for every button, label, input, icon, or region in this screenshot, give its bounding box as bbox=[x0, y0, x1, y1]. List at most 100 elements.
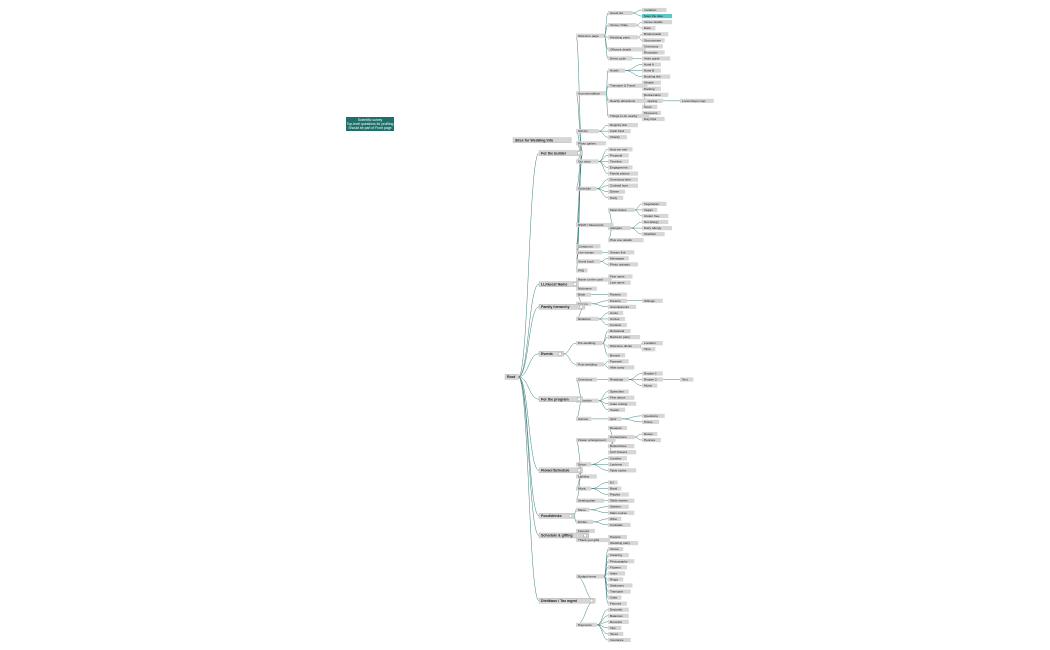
node-label: Band bbox=[610, 487, 618, 491]
connector bbox=[638, 33, 643, 38]
node-box bbox=[538, 513, 575, 519]
node-label: Reader 1 bbox=[644, 371, 657, 375]
node: Live stream bbox=[576, 250, 603, 255]
nodes: Invitation Save the date Guest list Venue d… bbox=[504, 7, 714, 643]
node-box bbox=[576, 292, 592, 297]
node-label: Cousins bbox=[610, 323, 622, 327]
node: Post-wedding bbox=[576, 362, 605, 367]
node-label: Cake bbox=[610, 596, 618, 600]
node-box bbox=[608, 540, 639, 546]
note-line: Should be part of Front page bbox=[348, 126, 391, 130]
node: Meal choice bbox=[608, 207, 635, 213]
node-label: Flower arrangement bbox=[578, 438, 606, 442]
node: Stream link bbox=[608, 250, 635, 255]
node-label: Bouquet bbox=[610, 426, 622, 430]
node: Transport bbox=[608, 589, 631, 594]
note-box bbox=[346, 117, 394, 131]
node-box bbox=[608, 153, 629, 158]
node-box bbox=[576, 33, 605, 38]
node-box bbox=[642, 68, 661, 73]
node-box bbox=[608, 534, 627, 540]
node-label: Nut allergy bbox=[644, 220, 659, 224]
node-label: Nickname bbox=[578, 287, 592, 291]
node-label: Uncles bbox=[610, 317, 620, 321]
node-label: Pre-wedding bbox=[578, 341, 596, 345]
node-box bbox=[538, 467, 583, 474]
node-label: Messages bbox=[610, 256, 625, 260]
node-label: Guest book bbox=[578, 259, 594, 263]
branch-node: Food/drinks bbox=[538, 513, 575, 519]
node-box bbox=[576, 301, 592, 306]
node: Flowers bbox=[608, 565, 627, 570]
node: Receipts bbox=[608, 619, 629, 624]
node: Invitation bbox=[642, 7, 667, 13]
node-label: Invitation bbox=[644, 8, 657, 12]
node-label: Gluten free bbox=[644, 214, 660, 218]
node-box bbox=[608, 353, 626, 358]
node-box bbox=[642, 13, 673, 19]
node: Plus one details bbox=[608, 238, 644, 243]
node: Cousins bbox=[608, 322, 627, 328]
node-box bbox=[642, 201, 667, 206]
node: Schedule bbox=[576, 186, 597, 191]
node: Flower arrangement bbox=[576, 437, 616, 443]
node: Transport & Travel bbox=[608, 83, 648, 88]
node-box bbox=[538, 351, 564, 357]
connector bbox=[639, 342, 643, 347]
node-label: Reception bbox=[644, 50, 658, 54]
branch-node: Schedule & gifting bbox=[538, 532, 589, 539]
node-label: Games bbox=[578, 417, 588, 421]
node-box bbox=[608, 577, 624, 582]
node-box bbox=[576, 250, 603, 255]
node-label: Venue details bbox=[644, 20, 663, 24]
node: Things to do nearby bbox=[608, 113, 650, 119]
node-label: Shuttle bbox=[644, 81, 654, 85]
node-box bbox=[608, 407, 626, 412]
collapse-icon bbox=[577, 468, 581, 472]
node-box bbox=[608, 492, 629, 497]
node: Welcome page bbox=[576, 33, 605, 38]
node-label: Sites for Wedding Info bbox=[515, 138, 554, 142]
connector bbox=[589, 509, 609, 514]
node: Local shops map bbox=[680, 98, 714, 103]
node: Attire guide bbox=[642, 56, 671, 61]
node-label: Thank-you gifts bbox=[578, 538, 600, 542]
node: Payments bbox=[576, 622, 597, 627]
branch-node: LL/Guest Name bbox=[538, 281, 579, 287]
connector bbox=[518, 376, 540, 601]
connector bbox=[598, 124, 609, 132]
node-box bbox=[608, 256, 629, 261]
node: Wedding party bbox=[608, 540, 639, 546]
node-box bbox=[576, 316, 599, 322]
node-box bbox=[608, 434, 635, 440]
node-label: Parents bbox=[610, 293, 621, 297]
node: Arch flowers bbox=[608, 450, 637, 455]
node-label: Things to do nearby bbox=[610, 114, 638, 118]
node-box bbox=[608, 292, 627, 297]
node-box bbox=[576, 277, 612, 282]
node: Reader 1 bbox=[642, 371, 663, 376]
node: Reception bbox=[576, 398, 599, 403]
node-box bbox=[642, 232, 665, 237]
connector bbox=[598, 149, 609, 162]
node-label: Post-wedding bbox=[578, 362, 597, 366]
node: Aunts bbox=[608, 310, 624, 315]
node: Readings bbox=[608, 377, 629, 382]
node-label: Vegetarian bbox=[644, 202, 659, 206]
connector bbox=[603, 576, 609, 604]
node-label: Catering bbox=[610, 553, 622, 557]
connector bbox=[600, 261, 609, 265]
node: Music bbox=[642, 383, 658, 388]
node-box bbox=[642, 44, 663, 49]
node-box bbox=[608, 250, 635, 255]
node: Prizes bbox=[642, 419, 660, 425]
node: Dinner bbox=[608, 189, 626, 194]
node: Groomsmen bbox=[642, 38, 665, 43]
node: Catering bbox=[608, 553, 629, 558]
node-label: Family photos bbox=[610, 172, 630, 176]
node-label: Table cloths bbox=[610, 468, 627, 472]
node-label: Questions bbox=[644, 414, 658, 418]
connector bbox=[603, 12, 609, 36]
node-box bbox=[608, 510, 635, 515]
node: Cake cutting bbox=[608, 401, 637, 406]
